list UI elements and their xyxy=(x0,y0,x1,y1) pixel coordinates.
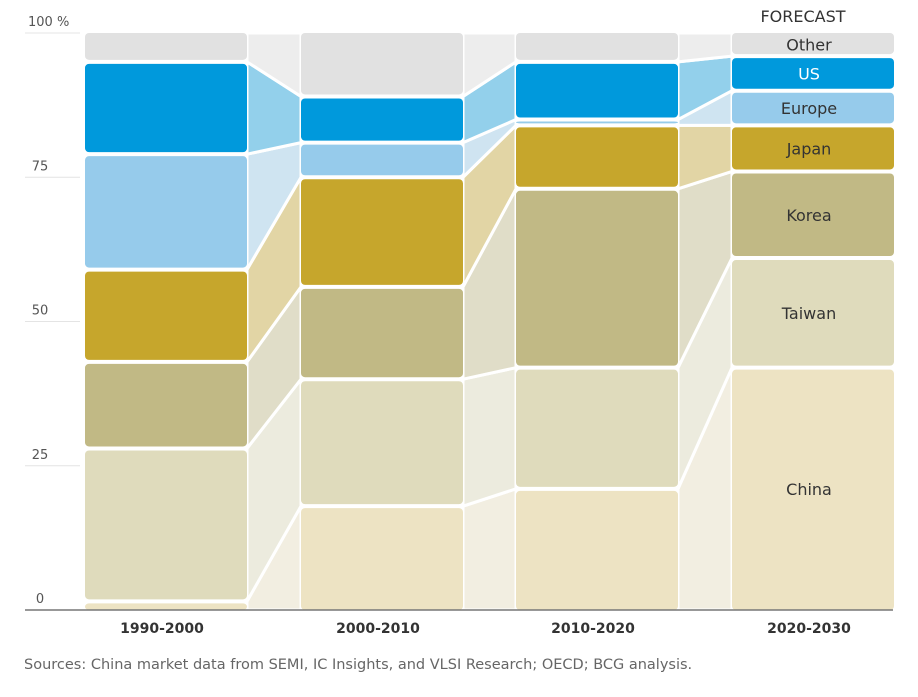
bar-segment-korea xyxy=(516,190,678,366)
bar-segment-us xyxy=(301,98,463,141)
bar-segment-europe xyxy=(85,156,247,268)
stacked-bar-chart: 0 25 50 75 100 % China Taiwan Korea Japan Europe U… xyxy=(25,7,894,637)
forecast-label: FORECAST xyxy=(760,7,845,26)
gap-background xyxy=(463,33,516,610)
bar-segment-china xyxy=(732,369,894,610)
gap-background xyxy=(678,33,732,610)
y-tick-label: 100 % xyxy=(28,15,69,30)
series-label-taiwan: Taiwan xyxy=(781,304,836,323)
y-tick-label: 0 xyxy=(36,592,44,607)
series-label-japan: Japan xyxy=(786,139,832,158)
series-label-europe: Europe xyxy=(781,99,837,118)
bar-segment-europe xyxy=(516,121,678,124)
connector-band-other xyxy=(676,31,734,64)
y-tick-label: 75 xyxy=(32,159,49,174)
series-label-korea: Korea xyxy=(786,206,831,225)
y-tick-label: 50 xyxy=(32,304,49,319)
x-tick-label: 2020-2030 xyxy=(767,621,851,637)
bar-segment-japan xyxy=(85,271,247,360)
x-tick-label: 2010-2020 xyxy=(551,621,635,637)
series-label-other: Other xyxy=(786,36,832,55)
bar-segment-other xyxy=(301,33,463,95)
series-label-us: US xyxy=(798,64,820,83)
series-label-china: China xyxy=(786,480,832,499)
bar-segment-china xyxy=(85,603,247,610)
connector-band-taiwan xyxy=(461,366,518,508)
bar-segment-other xyxy=(732,33,894,55)
bar-segment-taiwan xyxy=(516,369,678,487)
bar-segment-china xyxy=(301,508,463,610)
x-tick-label: 2000-2010 xyxy=(336,621,420,637)
bar-segment-japan xyxy=(301,179,463,285)
bar-segment-china xyxy=(516,490,678,610)
y-tick-label: 25 xyxy=(32,448,49,463)
gap-background xyxy=(247,33,301,610)
source-note: Sources: China market data from SEMI, IC… xyxy=(24,657,693,673)
bar-segment-other xyxy=(85,33,247,60)
bar-segment-taiwan xyxy=(85,450,247,600)
bar-segment-other xyxy=(516,33,678,60)
connector-band-china xyxy=(461,487,518,612)
bar-segment-us xyxy=(516,63,678,118)
bar-segment-korea xyxy=(732,173,894,257)
bar-segment-korea xyxy=(85,363,247,447)
bar-segment-europe xyxy=(732,92,894,124)
bar-segment-taiwan xyxy=(301,381,463,505)
bar-segment-taiwan xyxy=(732,260,894,366)
bar-segment-us xyxy=(85,63,247,153)
bar-segment-japan xyxy=(516,127,678,187)
bar-segment-japan xyxy=(732,127,894,170)
bar-segment-europe xyxy=(301,144,463,176)
x-tick-label: 1990-2000 xyxy=(120,621,204,637)
bar-segment-korea xyxy=(301,288,463,378)
bar-segment-us xyxy=(732,58,894,89)
